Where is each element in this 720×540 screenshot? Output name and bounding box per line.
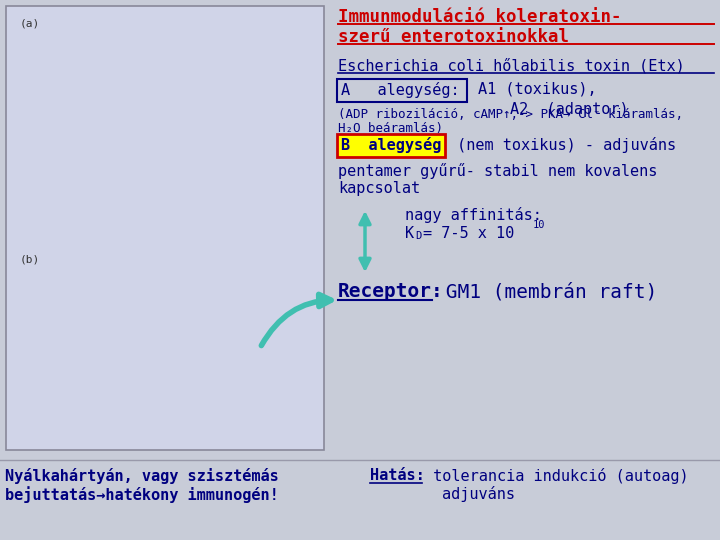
Text: Receptor:: Receptor:: [338, 282, 444, 301]
Text: Nyálkahártyán, vagy szisztémás: Nyálkahártyán, vagy szisztémás: [5, 468, 279, 484]
Text: kapcsolat: kapcsolat: [338, 181, 420, 196]
Text: (ADP riboziláció, cAMP↑,-> PKA→ Cl⁻ kiáramlás,: (ADP riboziláció, cAMP↑,-> PKA→ Cl⁻ kiár…: [338, 108, 683, 121]
Text: H₂O beáramlás): H₂O beáramlás): [338, 122, 443, 135]
Text: 10: 10: [533, 220, 546, 230]
Text: = 7-5 x 10: = 7-5 x 10: [423, 226, 514, 241]
FancyBboxPatch shape: [337, 79, 467, 102]
Text: GM1 (membrán raft): GM1 (membrán raft): [434, 282, 657, 301]
Text: szerű enterotoxinokkal: szerű enterotoxinokkal: [338, 28, 569, 46]
Text: A2  (adaptor): A2 (adaptor): [510, 102, 629, 117]
Text: tolerancia indukció (autoag): tolerancia indukció (autoag): [424, 468, 688, 484]
Text: Escherichia coli hőlabilis toxin (Etx): Escherichia coli hőlabilis toxin (Etx): [338, 58, 685, 73]
Text: K: K: [405, 226, 414, 241]
Text: (b): (b): [20, 255, 40, 265]
Text: bejuttatás→hatékony immunogén!: bejuttatás→hatékony immunogén!: [5, 486, 279, 503]
Text: Immunmoduláció koleratoxin-: Immunmoduláció koleratoxin-: [338, 8, 621, 26]
Text: Hatás:: Hatás:: [370, 468, 425, 483]
FancyBboxPatch shape: [6, 6, 324, 450]
Text: A1 (toxikus),: A1 (toxikus),: [478, 82, 597, 97]
Text: pentamer gyűrű- stabil nem kovalens: pentamer gyűrű- stabil nem kovalens: [338, 163, 657, 179]
Text: B  alegység: B alegység: [341, 137, 441, 153]
Text: (nem toxikus) - adjuváns: (nem toxikus) - adjuváns: [448, 137, 676, 153]
Text: (a): (a): [20, 18, 40, 28]
Text: adjuváns: adjuváns: [442, 486, 515, 502]
FancyBboxPatch shape: [337, 134, 445, 157]
Text: A   alegység:: A alegység:: [341, 82, 459, 98]
Text: nagy affinitás:: nagy affinitás:: [405, 207, 542, 223]
Text: D: D: [415, 231, 421, 241]
